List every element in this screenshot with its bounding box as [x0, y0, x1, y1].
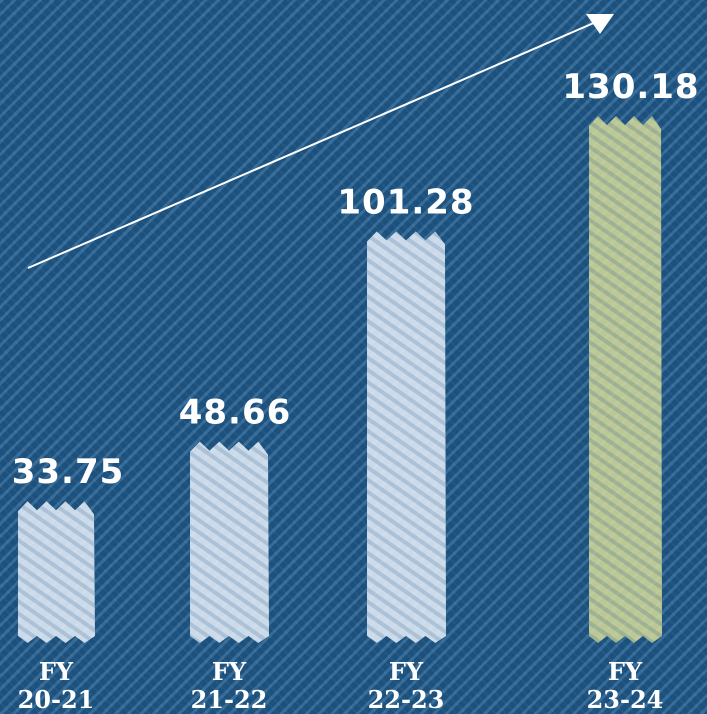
category-label-line: FY [39, 657, 74, 686]
arrow-head-icon [586, 14, 614, 34]
category-label-line: 23-24 [587, 685, 664, 714]
bar-3 [367, 231, 446, 643]
trend-arrow [27, 14, 614, 269]
bar-1 [18, 501, 95, 643]
bar-4 [589, 116, 662, 643]
category-label-line: 20-21 [18, 685, 95, 714]
value-label-2: 48.66 [179, 393, 292, 433]
bar-2 [190, 441, 269, 643]
category-label-line: 21-22 [191, 685, 268, 714]
value-label-1: 33.75 [12, 452, 125, 492]
category-label-line: FY [608, 657, 643, 686]
category-label-line: 22-23 [368, 685, 445, 714]
value-label-3: 101.28 [337, 182, 474, 222]
category-label-line: FY [212, 657, 247, 686]
category-label-line: FY [389, 657, 424, 686]
value-label-4: 130.18 [562, 67, 699, 107]
